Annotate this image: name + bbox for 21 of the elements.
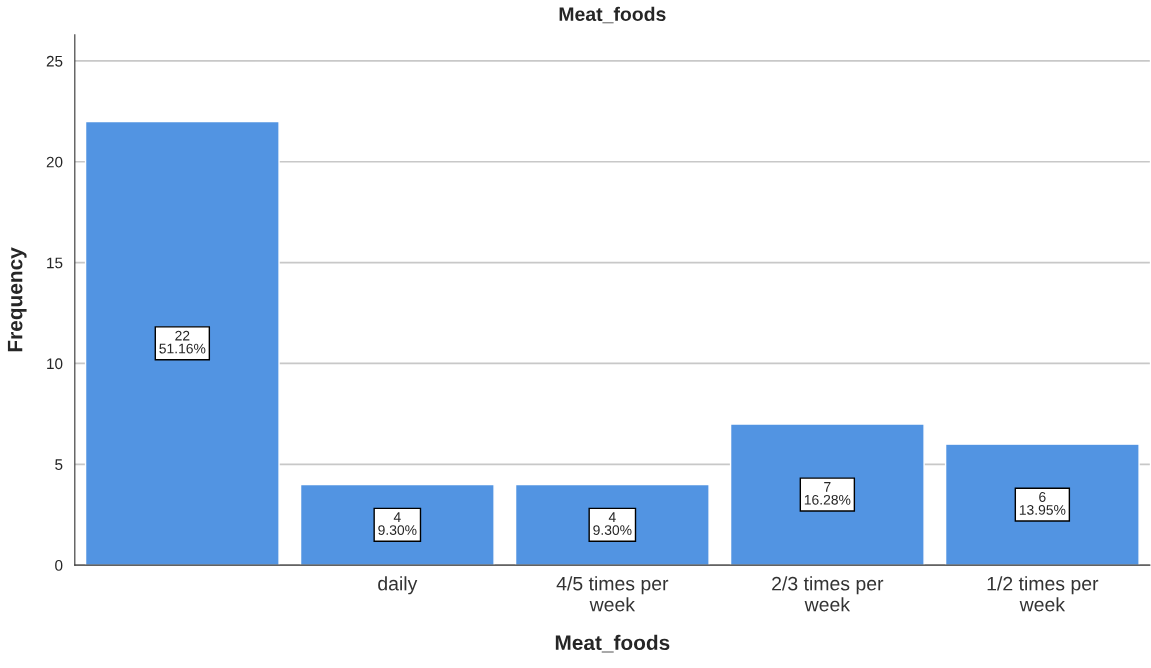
bar	[729, 423, 925, 566]
data-label: 4 9.30%	[378, 512, 417, 535]
x-axis-title: Meat_foods	[555, 634, 670, 653]
data-label: 7 16.28%	[804, 482, 851, 505]
x-tick-label: 4/5 times per week	[556, 576, 669, 612]
data-label: 22 51.16%	[159, 330, 206, 354]
data-label: 6 13.95%	[1019, 492, 1066, 515]
x-tick-label: 1/2 times per week	[987, 576, 1099, 612]
y-tick-label: 25	[46, 55, 63, 67]
y-tick-label: 10	[47, 358, 63, 370]
y-tick-label: 0	[55, 560, 63, 571]
data-label: 4 9.30%	[593, 512, 632, 535]
x-tick-label: daily	[378, 576, 418, 595]
y-tick-label: 15	[47, 257, 63, 269]
chart-title: Meat_foods	[559, 6, 666, 24]
y-axis-title: Frequency	[7, 247, 27, 352]
y-tick-label: 5	[55, 459, 63, 470]
bar	[944, 443, 1140, 566]
x-tick-label: 2/3 times per week	[772, 576, 884, 612]
y-tick-label: 20	[46, 156, 63, 168]
bar	[84, 120, 280, 566]
